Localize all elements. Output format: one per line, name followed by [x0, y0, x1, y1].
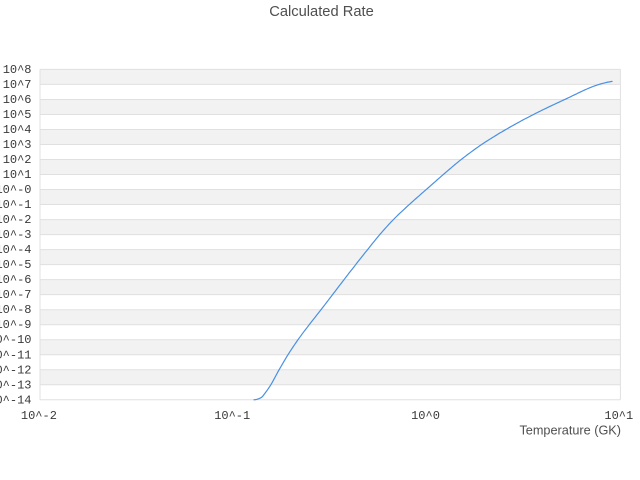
svg-text:10^0: 10^0 [411, 409, 440, 423]
svg-text:10^1: 10^1 [604, 409, 633, 423]
svg-text:10^-12: 10^-12 [0, 363, 32, 377]
svg-text:10^-8: 10^-8 [0, 303, 32, 317]
svg-text:10^-1: 10^-1 [214, 409, 250, 423]
svg-text:10^-3: 10^-3 [0, 228, 32, 242]
svg-text:10^-2: 10^-2 [21, 409, 57, 423]
svg-text:10^-2: 10^-2 [0, 213, 32, 227]
svg-text:Calculated Rate: Calculated Rate [269, 4, 374, 20]
svg-text:10^6: 10^6 [3, 93, 32, 107]
svg-text:10^-0: 10^-0 [0, 183, 32, 197]
svg-text:Temperature (GK): Temperature (GK) [519, 423, 621, 437]
svg-text:10^-11: 10^-11 [0, 348, 32, 362]
svg-text:10^-4: 10^-4 [0, 243, 32, 257]
svg-text:10^-7: 10^-7 [0, 288, 32, 302]
svg-text:10^5: 10^5 [3, 108, 32, 122]
svg-text:10^3: 10^3 [3, 138, 32, 152]
svg-text:10^-13: 10^-13 [0, 378, 32, 392]
svg-text:10^7: 10^7 [3, 78, 32, 92]
svg-text:10^-10: 10^-10 [0, 333, 32, 347]
svg-text:10^-6: 10^-6 [0, 273, 32, 287]
svg-text:10^-14: 10^-14 [0, 393, 32, 407]
svg-text:10^-9: 10^-9 [0, 318, 32, 332]
svg-text:10^1: 10^1 [3, 168, 32, 182]
svg-text:10^4: 10^4 [3, 123, 32, 137]
svg-text:10^2: 10^2 [3, 153, 32, 167]
svg-text:10^-5: 10^-5 [0, 258, 32, 272]
svg-text:10^8: 10^8 [3, 63, 32, 77]
svg-text:10^-1: 10^-1 [0, 198, 32, 212]
